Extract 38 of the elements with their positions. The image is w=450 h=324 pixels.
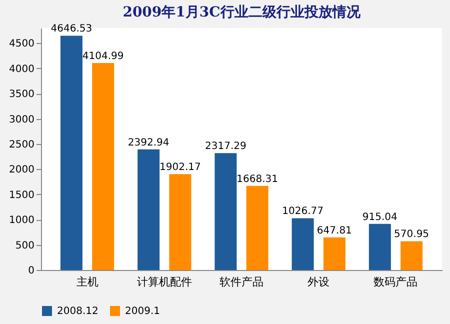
y-tick-label: 0 xyxy=(28,266,34,276)
y-tick-label: 1500 xyxy=(9,190,34,201)
bar xyxy=(214,153,237,270)
data-label: 1026.77 xyxy=(282,206,324,218)
y-tick-label: 2000 xyxy=(9,164,34,176)
y-tick-label: 2500 xyxy=(9,139,34,150)
data-label: 647.81 xyxy=(316,225,352,236)
data-label: 1902.17 xyxy=(160,162,201,174)
data-label: 4646.53 xyxy=(50,24,92,35)
y-tick-label: 500 xyxy=(15,240,34,252)
data-label: 915.04 xyxy=(362,212,398,223)
data-label: 2317.29 xyxy=(205,141,246,152)
y-tick-label: 4000 xyxy=(9,64,34,75)
bar xyxy=(400,241,423,270)
data-label: 570.95 xyxy=(394,229,430,240)
bar xyxy=(323,237,346,270)
bar xyxy=(60,36,82,270)
data-label: 1668.31 xyxy=(236,174,278,185)
bar xyxy=(92,63,114,270)
y-tick-label: 3500 xyxy=(9,89,34,100)
x-tick-label: 软件产品 xyxy=(220,276,264,288)
legend-label: 2008.12 xyxy=(57,306,98,317)
y-tick-label: 4500 xyxy=(9,38,34,50)
chart-title: 2009年1月3C行业二级行业投放情况 xyxy=(122,4,362,21)
y-tick-label: 1000 xyxy=(9,215,34,226)
data-label: 2392.94 xyxy=(128,137,170,148)
bar xyxy=(246,186,268,270)
x-tick-label: 主机 xyxy=(76,276,98,288)
bar xyxy=(368,224,391,270)
y-tick-label: 3000 xyxy=(9,114,34,126)
bar xyxy=(292,218,314,270)
x-tick-label: 数码产品 xyxy=(374,276,418,288)
legend-label: 2009.1 xyxy=(125,306,160,317)
x-tick-label: 外设 xyxy=(308,276,330,288)
bar xyxy=(138,149,160,270)
bar xyxy=(169,174,192,270)
x-tick-label: 计算机配件 xyxy=(136,276,192,288)
data-label: 4104.99 xyxy=(82,51,124,62)
